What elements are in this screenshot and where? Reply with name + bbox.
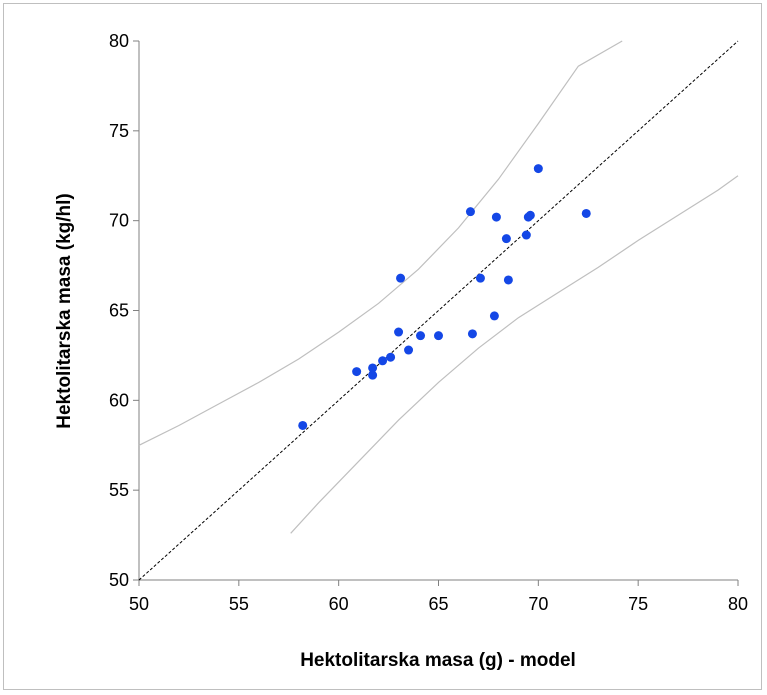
y-tick-label: 50 xyxy=(109,570,129,590)
reference-line xyxy=(138,40,739,581)
x-tick-label: 60 xyxy=(329,594,349,614)
data-point xyxy=(489,311,499,321)
y-tick-label: 75 xyxy=(109,121,129,141)
data-point xyxy=(368,363,378,373)
data-point xyxy=(404,345,414,355)
identity-line xyxy=(138,40,739,581)
data-point xyxy=(525,210,535,220)
data-point xyxy=(503,275,513,285)
data-point xyxy=(378,356,388,366)
axes xyxy=(133,40,739,586)
y-tick-label: 55 xyxy=(109,480,129,500)
data-point xyxy=(501,234,511,244)
y-tick-label: 60 xyxy=(109,390,129,410)
data-point xyxy=(521,230,531,240)
y-tick-label: 70 xyxy=(109,211,129,231)
data-point xyxy=(581,208,591,218)
data-point xyxy=(298,420,308,430)
chart-frame xyxy=(3,3,762,690)
data-point xyxy=(491,212,501,222)
x-tick-labels: 50 55 60 65 70 75 80 xyxy=(129,594,748,614)
data-point xyxy=(368,370,378,380)
x-tick-label: 55 xyxy=(229,594,249,614)
data-point xyxy=(396,273,406,283)
y-tick-labels: 50 55 60 65 70 75 80 xyxy=(109,31,129,590)
data-point xyxy=(352,367,362,377)
confidence-bands xyxy=(138,40,739,534)
x-tick-label: 65 xyxy=(428,594,448,614)
x-tick-label: 80 xyxy=(728,594,748,614)
data-point xyxy=(465,207,475,217)
y-axis-title: Hektolitarska masa (kg/hl) xyxy=(54,193,75,428)
x-tick-label: 50 xyxy=(129,594,149,614)
data-point xyxy=(386,352,396,362)
lower-confidence-curve xyxy=(290,175,739,534)
x-axis-title: Hektolitarska masa (g) - model xyxy=(300,650,576,671)
y-tick-label: 80 xyxy=(109,31,129,51)
y-tick-label: 65 xyxy=(109,301,129,321)
data-point xyxy=(467,329,477,339)
data-point xyxy=(394,327,404,337)
data-points xyxy=(298,164,591,430)
x-tick-label: 70 xyxy=(528,594,548,614)
x-tick-label: 75 xyxy=(628,594,648,614)
upper-confidence-curve xyxy=(138,40,623,446)
data-point xyxy=(434,331,443,341)
data-point xyxy=(416,331,426,341)
data-point xyxy=(533,164,543,174)
data-point xyxy=(475,273,485,283)
